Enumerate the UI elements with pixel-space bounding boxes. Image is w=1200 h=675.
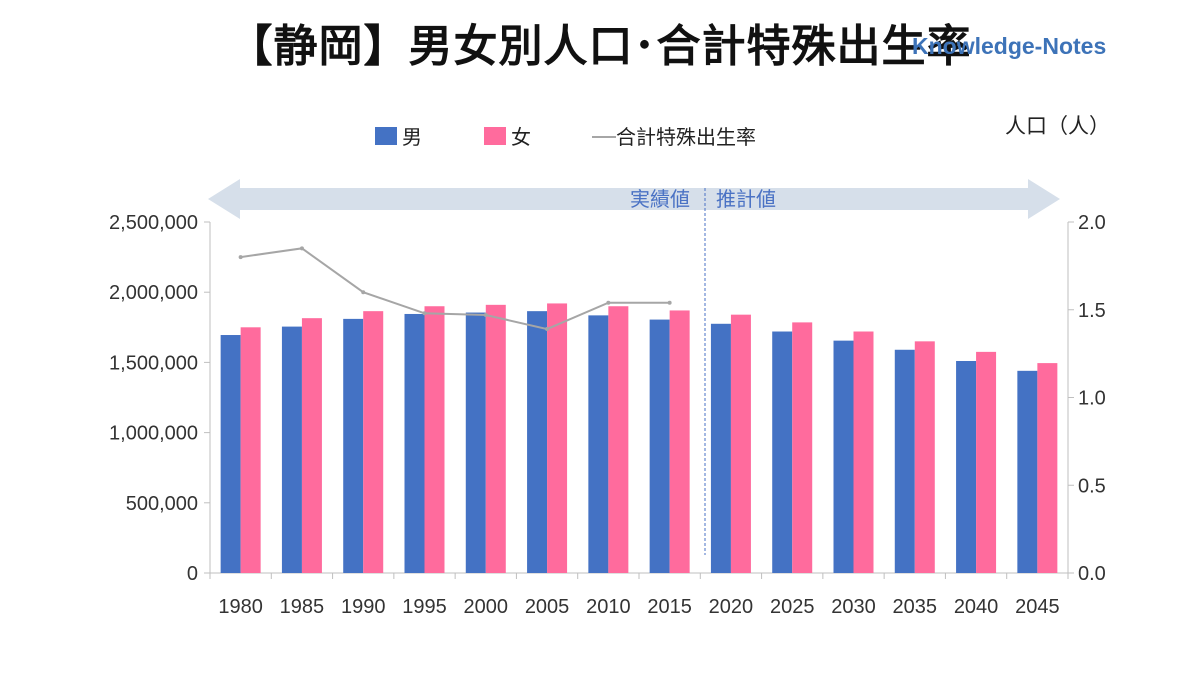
x-tick-label: 1995 — [402, 596, 447, 618]
x-tick-label: 2010 — [586, 596, 631, 618]
legend: 男 女 合計特殊出生率 — [375, 125, 756, 149]
y-left-tick-label: 0 — [187, 563, 198, 585]
bar-female — [608, 306, 629, 573]
bar-male — [343, 318, 364, 573]
bar-male — [220, 335, 241, 573]
bar-female — [547, 303, 568, 573]
tfr-point — [361, 290, 366, 295]
bar-male — [710, 323, 731, 573]
x-tick-label: 2040 — [954, 596, 999, 618]
x-tick-label: 2020 — [709, 596, 754, 618]
plot: 0 500,000 1,000,000 1,500,000 2,000,000 2,500… — [109, 212, 1106, 618]
x-tick-label: 2005 — [525, 596, 570, 618]
bar-female — [730, 314, 751, 573]
bar-male — [1017, 370, 1038, 573]
tfr-point — [667, 300, 672, 305]
legend-male-swatch — [375, 127, 397, 145]
bar-male — [404, 313, 425, 573]
projection-label: 推計値 — [716, 187, 776, 211]
tfr-point — [422, 311, 427, 316]
unit-label: 人口（人） — [1005, 114, 1110, 138]
bar-female — [914, 341, 935, 573]
actual-label: 実績値 — [630, 187, 690, 211]
bar-male — [956, 360, 977, 573]
bar-female — [853, 331, 874, 573]
bar-male — [281, 326, 302, 573]
y-left-tick-label: 1,500,000 — [109, 352, 198, 374]
bar-male — [649, 319, 670, 573]
watermark: Knowledge-Notes — [912, 33, 1107, 59]
bar-female — [976, 351, 997, 573]
legend-male-label: 男 — [402, 125, 422, 149]
tfr-point — [545, 327, 550, 332]
y-left-tick-label: 2,000,000 — [109, 282, 198, 304]
bar-female — [301, 318, 322, 573]
x-tick-label: 1980 — [218, 596, 263, 618]
bar-female — [792, 322, 813, 573]
legend-tfr-label: 合計特殊出生率 — [616, 125, 756, 149]
period-arrow — [208, 179, 1060, 219]
x-tick-label: 2000 — [464, 596, 509, 618]
y-right-tick-label: 0.0 — [1078, 563, 1106, 585]
tfr-point — [606, 300, 611, 305]
bar-male — [772, 331, 793, 573]
x-tick-label: 1990 — [341, 596, 386, 618]
legend-female-label: 女 — [511, 125, 531, 149]
x-tick-label: 1985 — [280, 596, 325, 618]
x-tick-label: 2030 — [831, 596, 876, 618]
bar-female — [485, 304, 506, 573]
x-tick-label: 2035 — [893, 596, 938, 618]
bar-male — [833, 340, 854, 573]
bar-female — [424, 306, 445, 573]
bar-female — [363, 311, 384, 573]
tfr-line — [240, 247, 670, 331]
bar-female — [669, 310, 690, 573]
bar-male — [588, 315, 609, 573]
bar-female — [1037, 363, 1058, 573]
x-tick-label: 2045 — [1015, 596, 1060, 618]
y-right-tick-label: 2.0 — [1078, 212, 1106, 234]
x-tick-label: 2015 — [647, 596, 692, 618]
y-left-tick-label: 1,000,000 — [109, 423, 198, 445]
chart-title: 【静岡】男女別人口･合計特殊出生率 — [228, 21, 972, 72]
bar-male — [527, 311, 548, 573]
y-left-tick-label: 500,000 — [126, 493, 198, 515]
y-right-tick-label: 1.0 — [1078, 388, 1106, 410]
tfr-point — [299, 246, 304, 251]
bar-male — [465, 312, 486, 573]
legend-female-swatch — [484, 127, 506, 145]
y-left-tick-label: 2,500,000 — [109, 212, 198, 234]
bar-male — [894, 349, 915, 573]
tfr-point — [483, 313, 488, 318]
x-tick-label: 2025 — [770, 596, 815, 618]
tfr-point — [238, 255, 243, 260]
y-right-tick-label: 0.5 — [1078, 475, 1106, 497]
y-right-tick-label: 1.5 — [1078, 300, 1106, 322]
bar-female — [240, 327, 261, 573]
